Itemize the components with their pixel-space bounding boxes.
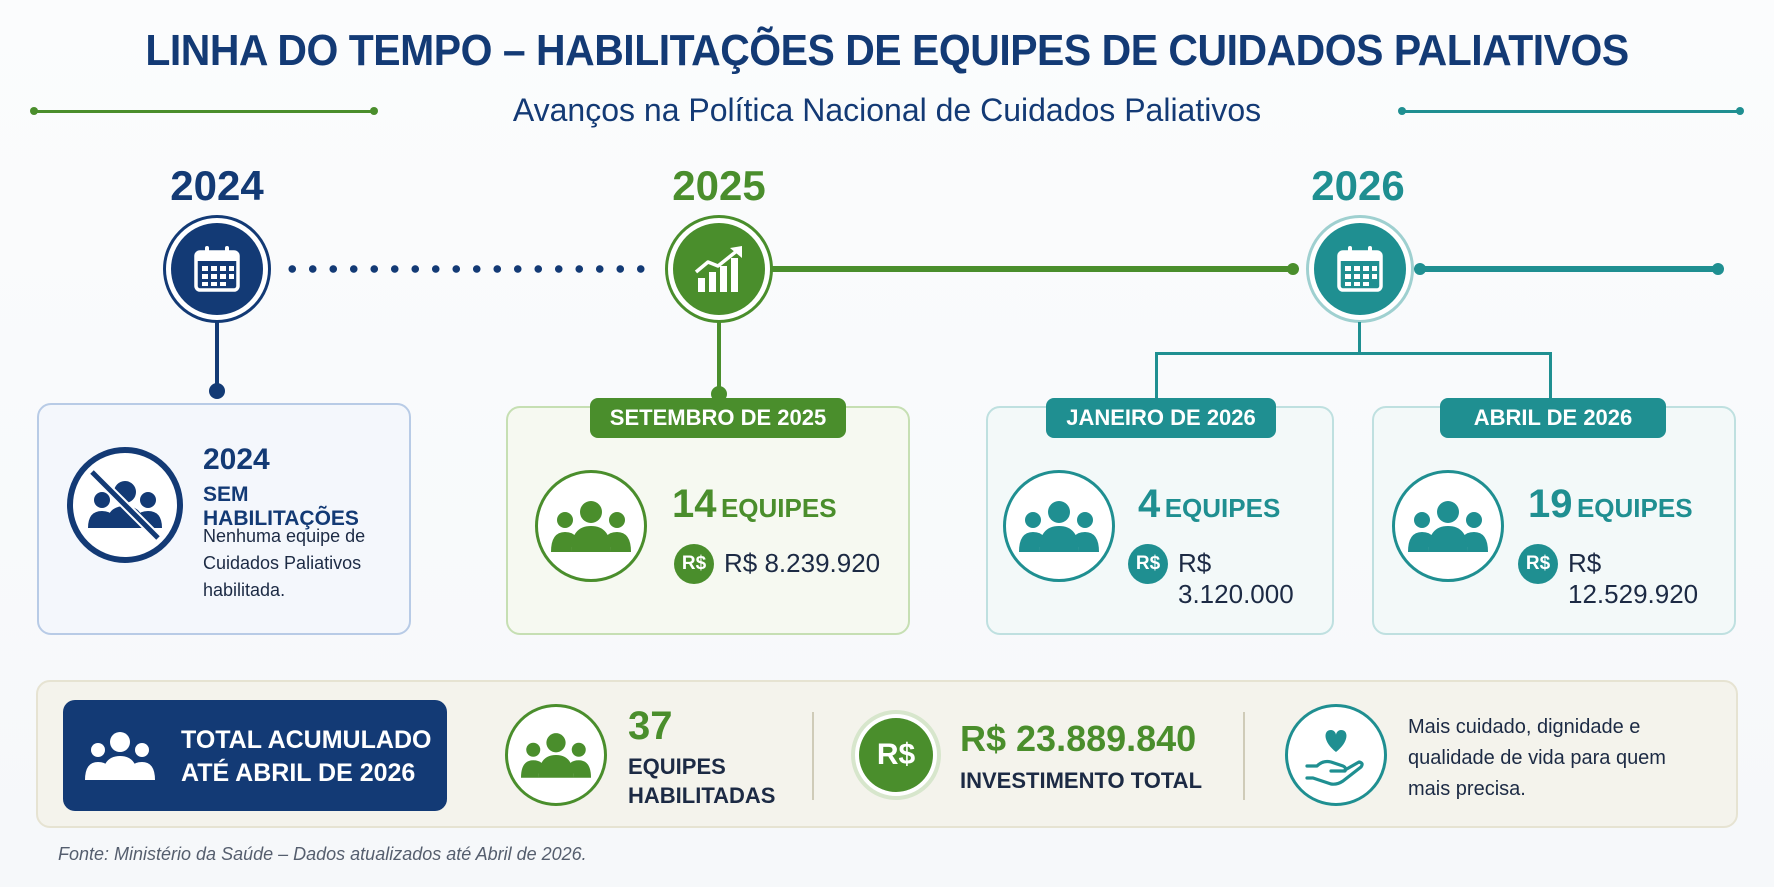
card-setembro-2025: 14 EQUIPES R$ R$ 8.239.920 [506,406,910,635]
timeline-node-2025 [665,215,773,323]
source-footnote: Fonte: Ministério da Saúde – Dados atual… [58,844,587,864]
card-2024-year: 2024 [203,443,270,476]
timeline-teal-start [1414,263,1426,275]
investment-total-value: R$ 23.889.840 [960,718,1197,759]
timeline-dotted-connector [282,265,652,273]
teams-icon [1392,470,1504,582]
card-teams-label: EQUIPES [720,493,837,523]
node-2024-stem [215,322,219,392]
teams-total-icon [505,704,607,806]
card-teams-count: 14 [672,482,717,526]
timeline-green-connector [770,266,1294,272]
teams-icon [535,470,647,582]
node-2026-stem [1358,322,1361,354]
people-icon [85,732,155,780]
timeline-teal-connector [1420,266,1720,272]
calendar-icon [1337,246,1383,292]
node-2026-branch-left [1155,352,1158,402]
timeline-teal-endpoint [1712,263,1724,275]
timeline-green-endpoint [1287,263,1299,275]
currency-icon: R$ [1128,544,1168,584]
period-badge-janeiro-2026: JANEIRO DE 2026 [1046,398,1276,438]
teams-total-label-line2: HABILITADAS [628,783,776,808]
card-2024: 2024 SEM HABILITAÇÕES Nenhuma equipe de … [37,403,411,635]
growth-chart-icon [694,246,742,292]
card-amount: R$ 3.120.000 [1178,548,1294,609]
node-2026-branch-right [1549,352,1552,402]
teams-total-label-line1: EQUIPES [628,754,726,779]
card-teams-count: 19 [1528,482,1573,526]
card-2024-description: Nenhuma equipe de Cuidados Paliativos ha… [203,526,366,600]
year-2025-label: 2025 [672,162,766,209]
period-badge-setembro-2025: SETEMBRO DE 2025 [590,398,846,438]
card-2024-heading: SEM HABILITAÇÕES [203,483,359,530]
timeline-node-2024 [163,215,271,323]
summary-message-line2: qualidade de vida para quem [1408,747,1666,769]
node-2024-stem-dot [209,383,225,399]
currency-icon: R$ [674,544,714,584]
investment-icon: R$ [851,710,941,800]
summary-divider [812,712,814,800]
card-teams-label: EQUIPES [1576,493,1693,523]
period-badge-abril-2026: ABRIL DE 2026 [1440,398,1666,438]
timeline-node-2026 [1306,215,1414,323]
card-teams-count: 4 [1138,482,1161,526]
node-2026-branch [1155,352,1552,355]
currency-icon: R$ [859,718,933,792]
currency-icon: R$ [1518,544,1558,584]
investment-total-label: INVESTIMENTO TOTAL [960,768,1203,793]
summary-message: Mais cuidado, dignidade e qualidade de v… [1408,712,1666,805]
card-teams-label: EQUIPES [1164,493,1281,523]
total-accumulated-block: TOTAL ACUMULADO ATÉ ABRIL DE 2026 [63,700,447,811]
no-teams-icon [67,447,183,563]
card-amount: R$ 12.529.920 [1568,548,1699,609]
summary-divider [1243,712,1245,800]
total-label-line1: TOTAL ACUMULADO [181,726,432,754]
calendar-icon [194,246,240,292]
card-janeiro-2026: 4 EQUIPES R$ R$ 3.120.000 [986,406,1334,635]
teams-total-count: 37 [628,704,673,748]
node-2025-stem [717,322,721,396]
header-rule-right [1398,107,1744,115]
summary-message-line1: Mais cuidado, dignidade e [1408,716,1641,738]
year-2026-label: 2026 [1311,162,1405,209]
teams-icon [1003,470,1115,582]
header-rule-left [30,107,378,115]
summary-message-line3: mais precisa. [1408,778,1526,800]
card-abril-2026: 19 EQUIPES R$ R$ 12.529.920 [1372,406,1736,635]
year-2024-label: 2024 [170,162,264,209]
page-title: LINHA DO TEMPO – HABILITAÇÕES DE EQUIPES… [145,26,1629,75]
care-heart-icon [1285,704,1387,806]
page-subtitle: Avanços na Política Nacional de Cuidados… [512,92,1262,128]
card-amount: R$ 8.239.920 [724,548,881,578]
total-label-line2: ATÉ ABRIL DE 2026 [181,759,416,787]
